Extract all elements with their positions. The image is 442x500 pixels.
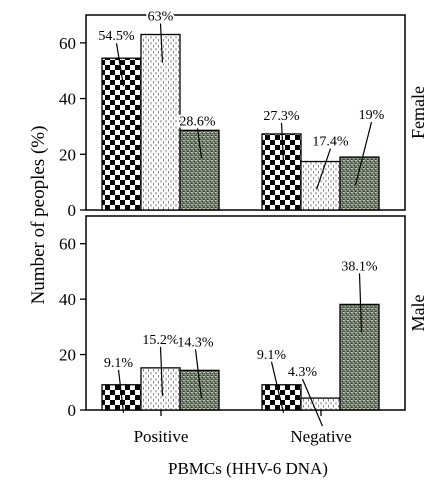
data-label-leader — [159, 23, 164, 63]
data-label-leader — [196, 128, 203, 159]
plot-frame — [85, 215, 406, 411]
data-label-leader — [117, 369, 125, 413]
y-tick-label: 60 — [59, 235, 76, 254]
x-axis-label: PBMCs (HHV-6 DNA) — [168, 459, 328, 478]
bar-series-2-positive — [140, 33, 181, 211]
data-label: 9.1% — [257, 348, 287, 363]
data-label-leader — [115, 43, 125, 87]
data-label: 17.4% — [312, 135, 349, 150]
bar-series-2-negative — [300, 397, 341, 411]
data-label: 15.2% — [142, 333, 179, 348]
data-label: 19% — [359, 108, 385, 123]
bar-series-1-positive — [101, 57, 142, 211]
data-label-leader — [280, 122, 285, 162]
bar-series-2-negative — [300, 160, 341, 211]
y-tick-label: 60 — [59, 34, 76, 53]
data-label: 14.3% — [177, 335, 214, 350]
data-label: 4.3% — [288, 365, 318, 380]
data-label-leader — [315, 148, 332, 190]
x-tick-negative: Negative — [290, 427, 351, 446]
bar-series-3-positive — [179, 369, 220, 411]
female-panel: 0 20 40 60 54.5% 63% 28.6% 27.3% 17.4% 19% Female — [59, 8, 428, 221]
plot-frame — [85, 14, 406, 211]
data-label: 9.1% — [104, 356, 134, 371]
data-label-leader — [159, 346, 164, 396]
y-tick-label: 20 — [59, 145, 76, 164]
panel-label: Male — [408, 294, 428, 331]
y-tick-label: 20 — [59, 346, 76, 365]
data-label-leader — [358, 273, 363, 333]
bar-series-2-positive — [140, 367, 181, 411]
x-tick-positive: Positive — [134, 427, 189, 446]
y-tick-label: 0 — [68, 401, 77, 420]
panel-label: Female — [408, 86, 428, 139]
bar-series-3-negative — [339, 156, 380, 211]
data-label-leader — [194, 349, 203, 399]
data-label: 54.5% — [98, 29, 135, 44]
y-axis-label: Number of peoples (%) — [28, 126, 49, 305]
data-label: 27.3% — [263, 109, 300, 124]
bar-series-3-negative — [339, 303, 380, 411]
data-label-leader — [270, 361, 285, 413]
data-label-leader — [301, 378, 324, 427]
data-label: 63% — [148, 10, 174, 25]
y-tick-label: 0 — [68, 201, 77, 220]
y-tick-label: 40 — [59, 90, 76, 109]
y-tick-label: 40 — [59, 290, 76, 309]
data-label: 28.6% — [179, 114, 216, 129]
bar-series-1-negative — [261, 133, 302, 211]
data-label-leader — [354, 121, 373, 186]
data-label: 38.1% — [341, 259, 378, 274]
